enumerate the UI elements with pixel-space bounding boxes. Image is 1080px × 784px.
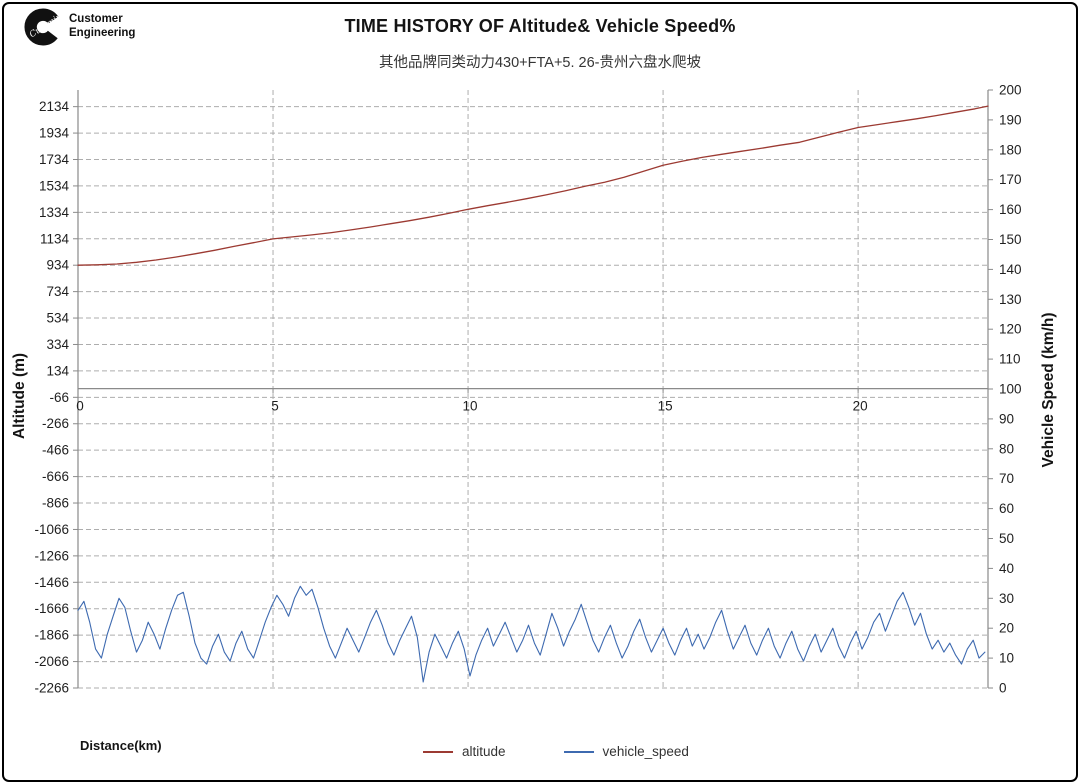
tick-label: -866 xyxy=(42,496,69,511)
tick-label: -1266 xyxy=(34,548,69,563)
tick-label: 134 xyxy=(46,363,69,378)
tick-label: 534 xyxy=(46,311,69,326)
tick-label: 120 xyxy=(999,322,1022,337)
tick-label: 20 xyxy=(853,399,868,414)
tick-label: 30 xyxy=(999,591,1014,606)
altitude-line xyxy=(77,105,989,266)
tick-label: 110 xyxy=(999,352,1021,367)
tick-label: 20 xyxy=(999,621,1014,636)
tick-label: -1466 xyxy=(34,575,69,590)
tick-label: 1934 xyxy=(39,126,70,141)
tick-label: 200 xyxy=(999,83,1022,98)
logo-text-line1: Customer xyxy=(69,13,123,26)
tick-label: 5 xyxy=(271,399,279,414)
right-axis-title: Vehicle Speed (km/h) xyxy=(1040,312,1057,468)
tick-label: 80 xyxy=(999,441,1014,456)
horizontal-gridlines xyxy=(78,106,988,689)
tick-label: 15 xyxy=(658,399,673,414)
tick-label: -466 xyxy=(42,443,69,458)
tick-label: 70 xyxy=(999,471,1014,486)
tick-label: 1334 xyxy=(39,205,70,220)
logo-text: Customer Engineering xyxy=(69,13,135,41)
tick-label: 10 xyxy=(463,399,478,414)
tick-label: 60 xyxy=(999,501,1014,516)
left-axis-title: Altitude (m) xyxy=(11,352,28,440)
legend: altitude vehicle_speed xyxy=(423,744,689,759)
tick-label: 90 xyxy=(999,411,1014,426)
tick-label: -1866 xyxy=(34,628,69,643)
tick-label: 334 xyxy=(46,337,69,352)
tick-label: 1134 xyxy=(40,231,70,246)
tick-label: 0 xyxy=(76,399,84,414)
tick-label: 1734 xyxy=(39,152,70,167)
chart-subtitle: 其他品牌同类动力430+FTA+5. 26-贵州六盘水爬坡 xyxy=(378,55,701,71)
axes xyxy=(77,90,989,688)
tick-label: 40 xyxy=(999,561,1014,576)
vehicle-speed-line-swatch xyxy=(563,750,594,753)
tick-label: -2266 xyxy=(34,681,69,696)
tick-label: -66 xyxy=(49,390,69,405)
tick-label: 1534 xyxy=(39,178,70,193)
vehicle_speed-line xyxy=(77,585,986,683)
tick-label: -1666 xyxy=(34,601,69,616)
tick-label: -266 xyxy=(42,416,69,431)
tick-label: 50 xyxy=(999,531,1014,546)
x-axis-title: Distance(km) xyxy=(80,738,162,753)
axis-ticks-and-labels: 2134 1934 1734 1534 1334 1134 934 734 534 334 134 -… xyxy=(34,83,1021,696)
tick-label: 170 xyxy=(999,172,1022,187)
tick-label: 2134 xyxy=(39,99,70,114)
tick-label: -1066 xyxy=(34,522,69,537)
tick-label: 734 xyxy=(46,284,69,299)
logo: Cummins Customer Engineering xyxy=(24,8,135,46)
tick-label: 100 xyxy=(999,382,1022,397)
tick-label: 10 xyxy=(999,651,1014,666)
cummins-logo-icon: Cummins xyxy=(24,8,62,46)
tick-label: 934 xyxy=(46,258,69,273)
logo-text-line2: Engineering xyxy=(69,27,136,39)
tick-label: 130 xyxy=(999,292,1022,307)
tick-label: 140 xyxy=(999,262,1022,277)
legend-label: vehicle_speed xyxy=(602,744,689,759)
legend-item-vehicle-speed: vehicle_speed xyxy=(563,744,689,759)
legend-item-altitude: altitude xyxy=(423,744,506,759)
chart-title: TIME HISTORY OF Altitude& Vehicle Speed% xyxy=(344,16,736,36)
tick-label: 190 xyxy=(999,112,1022,127)
tick-label: 0 xyxy=(999,681,1007,696)
tick-label: -2066 xyxy=(34,654,69,669)
tick-label: -666 xyxy=(42,469,69,484)
tick-label: 180 xyxy=(999,142,1022,157)
tick-label: 150 xyxy=(999,232,1022,247)
legend-label: altitude xyxy=(462,744,506,759)
altitude-line-swatch xyxy=(423,750,454,753)
tick-label: 160 xyxy=(999,202,1022,217)
